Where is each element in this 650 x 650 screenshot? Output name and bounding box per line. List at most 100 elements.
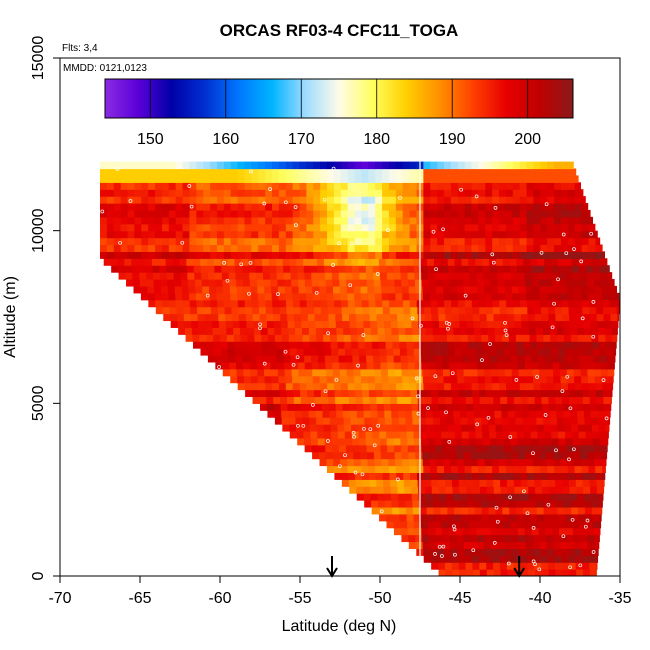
field-cell	[203, 175, 211, 183]
field-cell	[318, 272, 326, 280]
field-cell	[417, 396, 426, 404]
field-cell	[363, 493, 372, 501]
sample-point	[604, 416, 609, 421]
field-cell	[195, 285, 203, 294]
field-cell	[383, 479, 391, 487]
field-cell	[516, 348, 525, 356]
field-cell	[428, 444, 436, 453]
field-cell	[532, 368, 540, 377]
field-cell	[533, 292, 541, 301]
field-cell	[587, 285, 596, 294]
field-cell	[539, 292, 548, 301]
field-cell	[485, 382, 493, 391]
field-cell	[442, 444, 450, 453]
field-cell	[317, 348, 325, 356]
field-cell	[216, 237, 225, 246]
field-cell	[540, 175, 548, 183]
field-cell	[535, 486, 543, 494]
field-cell	[339, 279, 347, 287]
field-cell	[368, 472, 377, 480]
field-cell	[320, 161, 328, 170]
field-cell	[617, 313, 620, 322]
field-cell	[161, 292, 170, 301]
field-cell	[251, 189, 259, 197]
field-cell	[477, 541, 486, 549]
field-cell	[530, 265, 539, 273]
field-cell	[324, 437, 333, 446]
field-cell	[560, 237, 569, 246]
field-cell	[366, 437, 374, 446]
field-cell	[315, 320, 323, 328]
field-cell	[521, 493, 530, 501]
field-cell	[272, 209, 280, 218]
field-cell	[497, 451, 506, 460]
field-cell	[533, 196, 541, 204]
field-cell	[533, 189, 541, 197]
field-cell	[458, 396, 467, 404]
field-cell	[369, 479, 377, 487]
field-cell	[272, 251, 280, 259]
field-cell	[422, 541, 431, 549]
field-cell	[478, 299, 487, 308]
field-cell	[486, 486, 495, 494]
field-cell	[215, 279, 223, 287]
x-tick-label: -45	[448, 590, 471, 607]
field-cell	[381, 285, 389, 294]
field-cell	[471, 299, 480, 308]
field-cell	[203, 237, 211, 246]
field-cell	[367, 285, 375, 294]
field-cell	[423, 196, 431, 204]
field-cell	[332, 444, 340, 453]
field-cell	[396, 472, 404, 480]
field-cell	[591, 500, 599, 508]
field-cell	[587, 451, 595, 460]
field-cell	[447, 334, 455, 342]
field-cell	[252, 313, 261, 322]
field-cell	[120, 196, 129, 204]
field-cell	[297, 272, 305, 280]
field-cell	[564, 430, 573, 439]
field-cell	[227, 258, 236, 266]
field-cell	[494, 493, 502, 501]
field-cell	[563, 334, 572, 342]
field-cell	[441, 265, 449, 273]
field-cell	[309, 341, 318, 349]
field-cell	[326, 285, 334, 294]
field-cell	[576, 569, 584, 576]
field-cell	[296, 430, 305, 439]
field-cell	[381, 292, 390, 301]
field-cell	[521, 313, 529, 322]
field-cell	[539, 375, 548, 384]
field-cell	[350, 410, 358, 418]
field-cell	[379, 348, 387, 356]
field-cell	[465, 555, 473, 563]
field-cell	[320, 168, 328, 177]
field-cell	[562, 486, 571, 494]
field-cell	[474, 506, 483, 515]
field-cell	[182, 251, 191, 259]
field-cell	[495, 334, 503, 342]
field-cell	[378, 506, 386, 515]
field-cell	[413, 513, 421, 522]
field-cell	[294, 410, 303, 418]
field-cell	[407, 527, 416, 536]
field-cell	[567, 216, 576, 225]
field-cell	[255, 258, 263, 266]
field-cell	[558, 430, 566, 439]
field-cell	[607, 272, 613, 280]
field-cell	[392, 430, 401, 439]
field-cell	[533, 237, 541, 246]
field-cell	[292, 299, 301, 308]
field-cell	[125, 272, 133, 280]
field-cell	[579, 520, 587, 529]
field-cell	[311, 272, 319, 280]
plot-area	[59, 57, 621, 577]
field-cell	[404, 493, 413, 501]
field-cell	[547, 230, 555, 239]
field-cell	[346, 279, 354, 287]
field-cell	[155, 244, 163, 252]
field-cell	[271, 285, 279, 294]
field-cell	[181, 279, 189, 287]
field-cell	[417, 313, 426, 322]
field-cell	[272, 203, 280, 211]
